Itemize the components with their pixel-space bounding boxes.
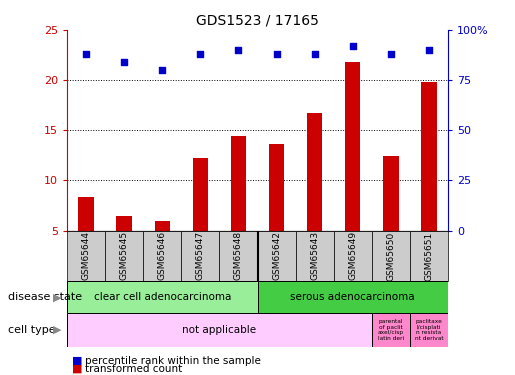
Text: disease state: disease state (8, 292, 82, 302)
Bar (296, 231, 334, 281)
Text: paclitaxe
l/cisplati
n resista
nt derivat: paclitaxe l/cisplati n resista nt deriva… (415, 319, 443, 341)
Bar (307, 113, 322, 231)
Bar (78, 196, 94, 231)
Bar (410, 313, 448, 347)
Point (349, 43, 357, 49)
Bar (181, 231, 219, 281)
Point (196, 51, 204, 57)
Point (425, 47, 433, 53)
Text: GSM65644: GSM65644 (81, 231, 91, 280)
Text: GSM65649: GSM65649 (348, 231, 357, 280)
Bar (219, 231, 258, 281)
Bar (143, 231, 181, 281)
Text: GSM65643: GSM65643 (310, 231, 319, 280)
Bar (154, 220, 170, 231)
Text: GSM65648: GSM65648 (234, 231, 243, 280)
Bar (116, 216, 132, 231)
Point (387, 51, 395, 57)
Bar (383, 156, 399, 231)
Point (120, 59, 128, 65)
Text: GSM65647: GSM65647 (196, 231, 205, 280)
Bar (372, 313, 410, 347)
Text: GSM65645: GSM65645 (119, 231, 129, 280)
Text: cell type: cell type (8, 325, 55, 335)
Bar (67, 281, 258, 313)
Text: transformed count: transformed count (85, 364, 182, 374)
Bar (258, 281, 448, 313)
Bar (410, 231, 448, 281)
Text: GSM65642: GSM65642 (272, 231, 281, 280)
Bar (258, 231, 296, 281)
Text: ▶: ▶ (54, 325, 62, 335)
Text: ■: ■ (72, 356, 82, 366)
Bar (67, 313, 372, 347)
Text: clear cell adenocarcinoma: clear cell adenocarcinoma (94, 292, 231, 302)
Text: serous adenocarcinoma: serous adenocarcinoma (290, 292, 415, 302)
Title: GDS1523 / 17165: GDS1523 / 17165 (196, 13, 319, 27)
Point (234, 47, 243, 53)
Text: not applicable: not applicable (182, 325, 256, 335)
Text: GSM65646: GSM65646 (158, 231, 167, 280)
Text: ■: ■ (72, 364, 82, 374)
Bar (67, 231, 105, 281)
Point (311, 51, 319, 57)
Bar (105, 231, 143, 281)
Bar (345, 62, 360, 231)
Text: percentile rank within the sample: percentile rank within the sample (85, 356, 261, 366)
Text: GSM65650: GSM65650 (386, 231, 396, 280)
Bar (334, 231, 372, 281)
Bar (372, 231, 410, 281)
Bar (269, 144, 284, 231)
Text: GSM65651: GSM65651 (424, 231, 434, 280)
Point (158, 67, 166, 73)
Point (82, 51, 90, 57)
Point (272, 51, 281, 57)
Text: ▶: ▶ (54, 292, 62, 302)
Bar (231, 136, 246, 231)
Text: parental
of paclit
axel/cisp
latin deri: parental of paclit axel/cisp latin deri (378, 319, 404, 341)
Bar (421, 82, 437, 231)
Bar (193, 158, 208, 231)
